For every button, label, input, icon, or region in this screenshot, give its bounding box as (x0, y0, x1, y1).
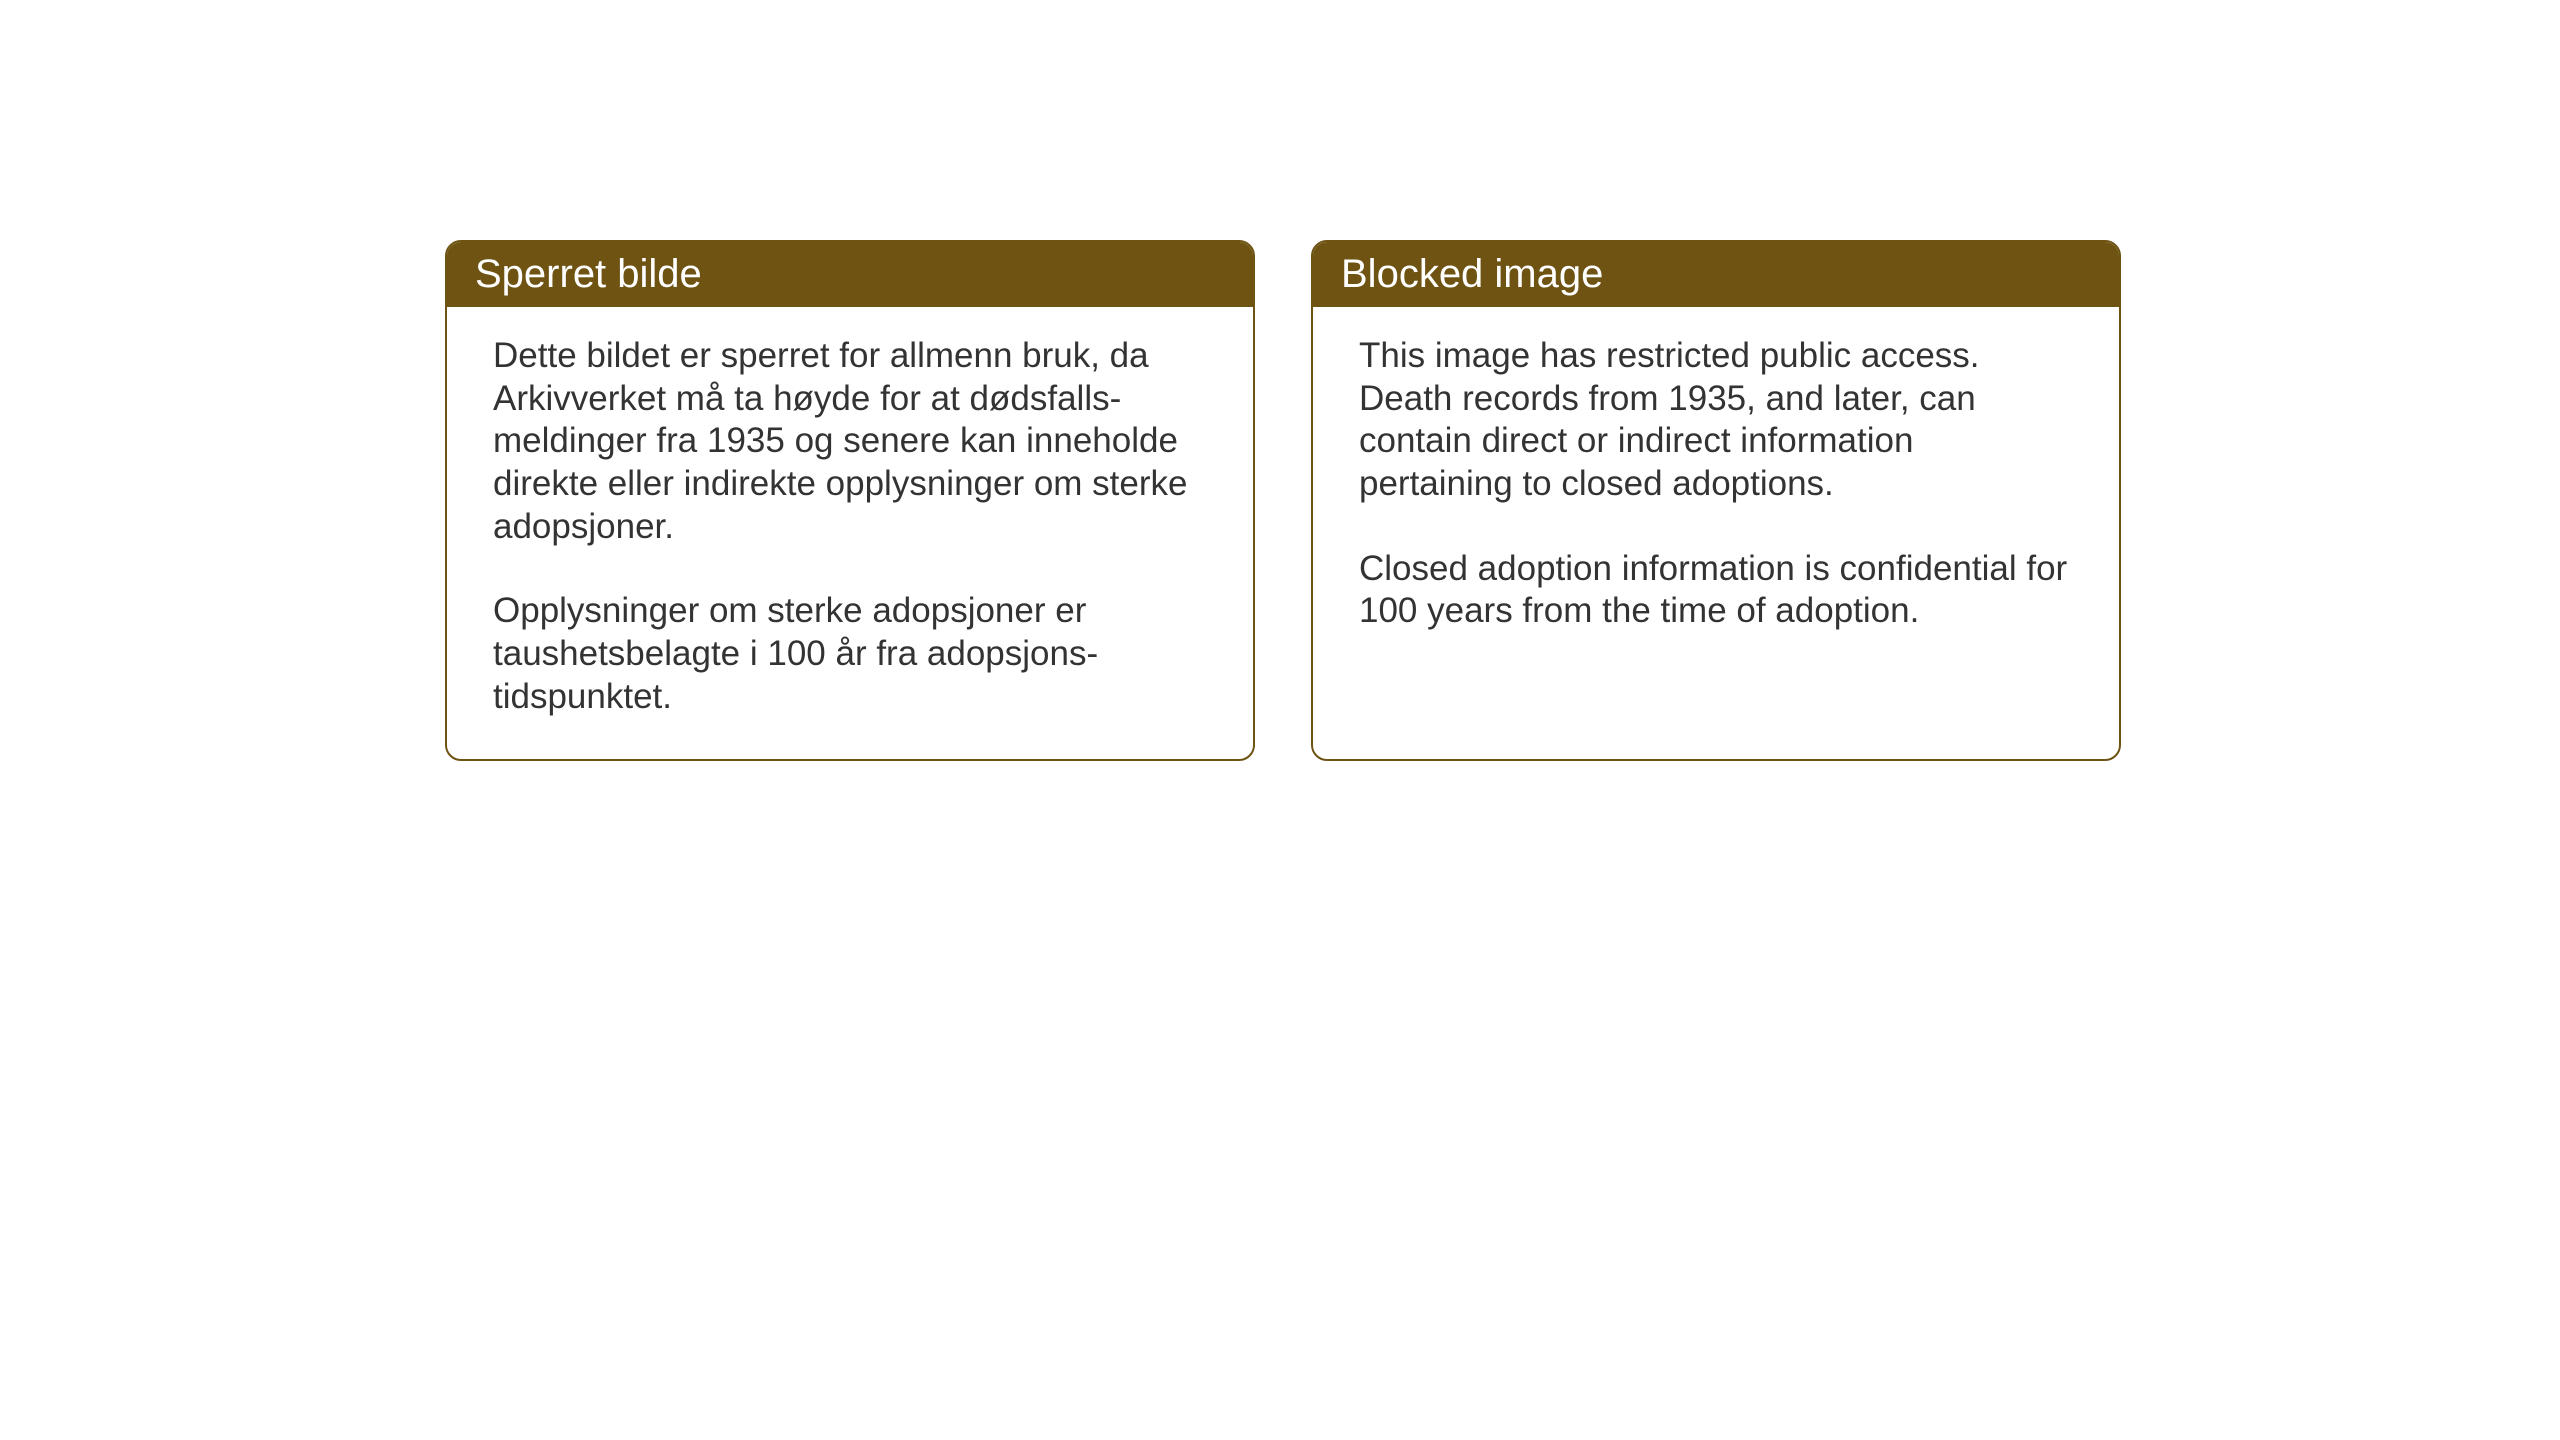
english-paragraph-2: Closed adoption information is confident… (1359, 548, 2073, 633)
english-card-body: This image has restricted public access.… (1313, 307, 2119, 757)
norwegian-card-header: Sperret bilde (447, 242, 1253, 307)
norwegian-notice-card: Sperret bilde Dette bildet er sperret fo… (445, 240, 1255, 761)
norwegian-card-body: Dette bildet er sperret for allmenn bruk… (447, 307, 1253, 759)
english-paragraph-1: This image has restricted public access.… (1359, 335, 2073, 506)
english-notice-card: Blocked image This image has restricted … (1311, 240, 2121, 761)
norwegian-paragraph-1: Dette bildet er sperret for allmenn bruk… (493, 335, 1207, 548)
notice-container: Sperret bilde Dette bildet er sperret fo… (445, 240, 2121, 761)
norwegian-card-title: Sperret bilde (475, 252, 702, 296)
norwegian-paragraph-2: Opplysninger om sterke adopsjoner er tau… (493, 590, 1207, 718)
english-card-title: Blocked image (1341, 252, 1603, 296)
english-card-header: Blocked image (1313, 242, 2119, 307)
